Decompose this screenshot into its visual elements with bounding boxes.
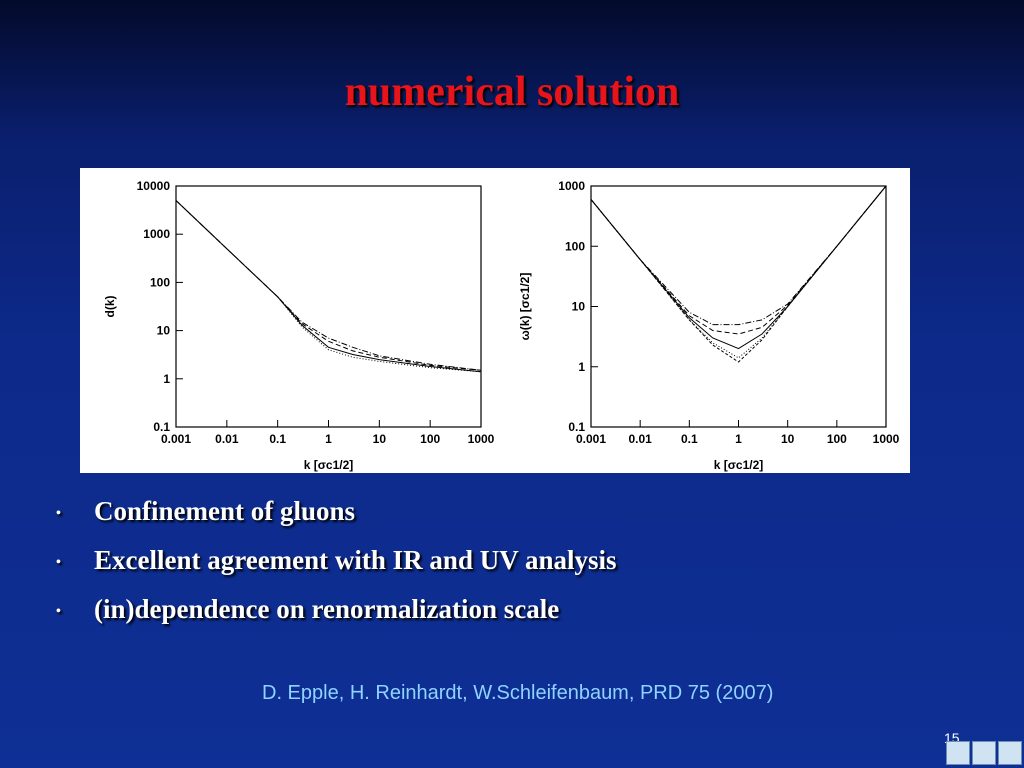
x-tick-label: 0.001 — [576, 432, 606, 446]
bullet: • (in)dependence on renormalization scale — [56, 594, 560, 624]
x-tick-label: 0.001 — [161, 432, 191, 446]
y-tick-label: 0.1 — [568, 420, 585, 434]
citation: D. Epple, H. Reinhardt, W.Schleifenbaum,… — [262, 682, 774, 704]
x-tick-label: 0.1 — [681, 432, 698, 446]
y-axis-label: ω(k) [σc1/2] — [518, 273, 532, 341]
x-axis-label: k [σc1/2] — [714, 458, 764, 472]
x-axis-label: k [σc1/2] — [304, 458, 354, 472]
y-tick-label: 10 — [157, 324, 171, 338]
x-tick-label: 100 — [420, 432, 440, 446]
y-tick-label: 100 — [565, 239, 585, 253]
y-axis-label: d(k) — [103, 296, 117, 318]
x-tick-label: 10 — [373, 432, 387, 446]
figure-background — [80, 168, 910, 473]
data-line — [175, 200, 482, 371]
bullet-text: Confinement of gluons — [94, 496, 356, 526]
nav-prev[interactable] — [972, 741, 996, 765]
x-tick-label: 1 — [325, 432, 332, 446]
x-tick-label: 0.01 — [628, 432, 652, 446]
x-tick-label: 1 — [735, 432, 742, 446]
x-tick-label: 100 — [827, 432, 847, 446]
x-tick-label: 0.1 — [269, 432, 286, 446]
x-tick-label: 10 — [781, 432, 795, 446]
data-line — [175, 200, 482, 373]
nav-next[interactable] — [998, 741, 1022, 765]
x-tick-label: 0.01 — [215, 432, 239, 446]
bullet: • Excellent agreement with IR and UV anal… — [56, 545, 617, 575]
bullet-text: (in)dependence on renormalization scale — [94, 594, 560, 624]
y-tick-label: 1 — [578, 360, 585, 374]
y-tick-label: 100 — [150, 275, 170, 289]
data-line — [590, 185, 887, 326]
x-tick-label: 1000 — [873, 432, 900, 446]
bullet: • Confinement of gluons — [56, 496, 356, 526]
y-tick-label: 10 — [572, 300, 586, 314]
y-tick-label: 0.1 — [153, 420, 170, 434]
bullet-text: Excellent agreement with IR and UV analy… — [94, 545, 617, 575]
y-tick-label: 1000 — [143, 227, 170, 241]
slide-title: numerical solution — [344, 69, 680, 115]
data-line — [590, 185, 887, 363]
y-tick-label: 1000 — [558, 179, 585, 193]
x-tick-label: 1000 — [468, 432, 495, 446]
nav-first[interactable] — [946, 741, 970, 765]
y-tick-label: 1 — [163, 372, 170, 386]
y-tick-label: 10000 — [137, 179, 171, 193]
